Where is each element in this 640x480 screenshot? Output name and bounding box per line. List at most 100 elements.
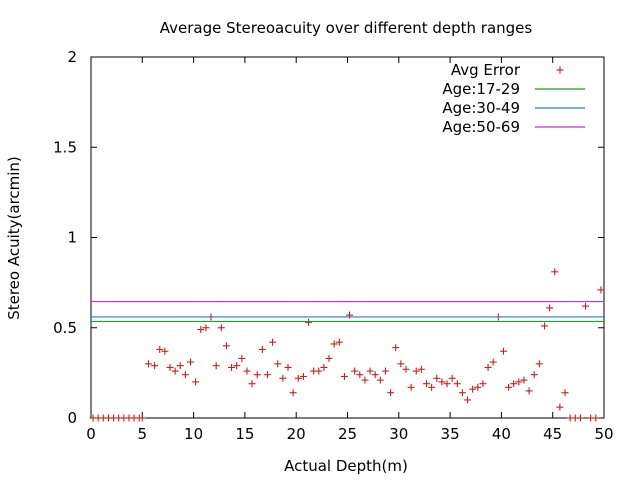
chart-title: Average Stereoacuity over different dept… bbox=[160, 19, 533, 37]
avg-error-point bbox=[489, 358, 497, 366]
plot-frame bbox=[90, 56, 605, 419]
avg-error-point bbox=[305, 318, 313, 326]
avg-error-point bbox=[361, 376, 369, 384]
legend-label: Age:17-29 bbox=[442, 80, 520, 98]
y-tick-label: 1 bbox=[67, 229, 77, 247]
avg-error-point bbox=[284, 363, 292, 371]
x-tick-label: 0 bbox=[86, 425, 96, 443]
x-tick-label: 35 bbox=[441, 425, 460, 443]
avg-error-point bbox=[592, 414, 600, 422]
y-tick-label: 0.5 bbox=[53, 319, 77, 337]
avg-error-point bbox=[448, 374, 456, 382]
avg-error-point bbox=[274, 360, 282, 368]
y-tick-label: 0 bbox=[67, 409, 77, 427]
x-tick-label: 5 bbox=[138, 425, 148, 443]
legend-label: Age:50-69 bbox=[442, 118, 520, 136]
data-series bbox=[89, 268, 605, 422]
x-axis: 0 5 10 15 20 25 30 35 40 45 50 bbox=[86, 57, 614, 443]
avg-error-point bbox=[505, 383, 513, 391]
avg-error-point bbox=[561, 389, 569, 397]
avg-error-point bbox=[351, 367, 359, 375]
avg-error-point bbox=[387, 389, 395, 397]
avg-error-point bbox=[325, 354, 333, 362]
avg-error-point bbox=[340, 372, 348, 380]
avg-error-point bbox=[299, 372, 307, 380]
avg-error-point bbox=[397, 360, 405, 368]
legend-point-sample bbox=[556, 66, 564, 74]
y-tick-label: 2 bbox=[67, 48, 77, 66]
avg-error-point bbox=[279, 374, 287, 382]
avg-error-point bbox=[464, 396, 472, 404]
avg-error-point bbox=[238, 354, 246, 362]
avg-error-point bbox=[233, 362, 241, 370]
avg-error-point bbox=[530, 371, 538, 379]
avg-error-point bbox=[582, 302, 590, 310]
avg-error-point bbox=[197, 326, 205, 334]
x-tick-label: 50 bbox=[594, 425, 613, 443]
avg-error-point bbox=[381, 367, 389, 375]
avg-error-point bbox=[551, 268, 559, 276]
avg-error-point bbox=[253, 371, 261, 379]
y-axis: 0 0.5 1 1.5 2 bbox=[53, 48, 604, 427]
avg-error-point bbox=[540, 322, 548, 330]
avg-error-point bbox=[315, 367, 323, 375]
avg-error-point bbox=[192, 378, 200, 386]
avg-error-point bbox=[166, 363, 174, 371]
avg-error-point bbox=[366, 367, 374, 375]
avg-error-point bbox=[144, 360, 152, 368]
avg-error-point bbox=[453, 380, 461, 388]
avg-error-point bbox=[243, 367, 251, 375]
avg-error-point bbox=[433, 374, 441, 382]
avg-error-point bbox=[212, 362, 220, 370]
avg-error-point bbox=[412, 367, 420, 375]
avg-error-point bbox=[258, 345, 266, 353]
y-tick-label: 1.5 bbox=[53, 138, 77, 156]
plot-area bbox=[90, 56, 605, 419]
avg-error-point bbox=[484, 363, 492, 371]
y-axis-label: Stereo Acuity(arcmin) bbox=[5, 156, 23, 320]
x-tick-label: 40 bbox=[492, 425, 511, 443]
avg-error-point bbox=[181, 371, 189, 379]
avg-error-point bbox=[535, 360, 543, 368]
avg-error-point bbox=[423, 380, 431, 388]
avg-error-point bbox=[402, 365, 410, 373]
avg-error-point bbox=[335, 338, 343, 346]
avg-error-point bbox=[171, 367, 179, 375]
avg-error-point bbox=[556, 403, 564, 411]
avg-error-point bbox=[576, 414, 584, 422]
avg-error-point bbox=[248, 380, 256, 388]
avg-error-point bbox=[187, 358, 195, 366]
avg-error-point bbox=[228, 363, 236, 371]
avg-error-point bbox=[376, 376, 384, 384]
avg-error-point bbox=[510, 380, 518, 388]
avg-error-point bbox=[294, 374, 302, 382]
avg-error-point bbox=[443, 380, 451, 388]
avg-error-point bbox=[330, 340, 338, 348]
avg-error-point bbox=[417, 365, 425, 373]
avg-error-point bbox=[520, 376, 528, 384]
avg-error-point bbox=[469, 385, 477, 393]
avg-error-point bbox=[458, 389, 466, 397]
avg-error-point bbox=[263, 371, 271, 379]
avg-error-point bbox=[479, 380, 487, 388]
avg-error-point bbox=[428, 383, 436, 391]
avg-error-point bbox=[597, 286, 605, 294]
avg-error-point bbox=[222, 342, 230, 350]
avg-error-point bbox=[525, 387, 533, 395]
x-tick-label: 20 bbox=[287, 425, 306, 443]
avg-error-point bbox=[474, 383, 482, 391]
avg-error-point bbox=[138, 414, 146, 422]
avg-error-point bbox=[546, 304, 554, 312]
avg-error-point bbox=[269, 338, 277, 346]
avg-error-point bbox=[156, 345, 164, 353]
avg-error-point bbox=[320, 363, 328, 371]
x-tick-label: 45 bbox=[543, 425, 562, 443]
x-tick-label: 25 bbox=[338, 425, 357, 443]
avg-error-point bbox=[499, 347, 507, 355]
x-tick-label: 15 bbox=[235, 425, 254, 443]
avg-error-point bbox=[202, 324, 210, 332]
avg-error-point bbox=[289, 389, 297, 397]
legend-label: Avg Error bbox=[451, 61, 521, 79]
